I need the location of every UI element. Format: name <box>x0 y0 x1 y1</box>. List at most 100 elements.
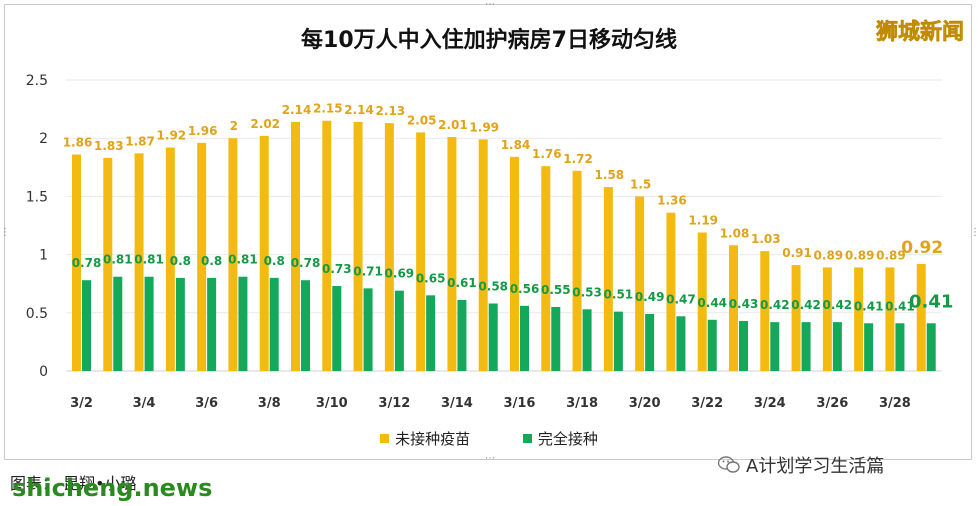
y-tick-label: 1 <box>39 248 48 264</box>
data-label-unvaccinated: 1.99 <box>469 120 499 134</box>
site-watermark: shicheng.news <box>12 474 213 502</box>
data-label-vaccinated: 0.78 <box>291 256 321 270</box>
bar-chart: 00.511.522.5 1.860.781.830.811.870.811.9… <box>26 73 954 411</box>
chart-legend: 未接种疫苗 完全接种 <box>0 428 978 449</box>
data-label-unvaccinated: 0.91 <box>782 246 812 260</box>
data-label-vaccinated: 0.8 <box>170 254 191 268</box>
data-label-unvaccinated: 1.83 <box>94 139 124 153</box>
data-label-unvaccinated: 0.89 <box>814 248 844 262</box>
legend-swatch-vaccinated <box>522 434 532 443</box>
bar-vaccinated <box>332 286 342 371</box>
data-label-vaccinated: 0.73 <box>322 262 352 276</box>
legend-swatch-unvaccinated <box>380 434 390 443</box>
bar-vaccinated <box>175 277 185 371</box>
bar-vaccinated <box>426 295 436 371</box>
data-label-unvaccinated: 0.89 <box>876 248 906 262</box>
data-label-vaccinated: 0.43 <box>729 297 759 311</box>
bar-vaccinated <box>394 290 404 371</box>
bar-unvaccinated <box>197 142 207 371</box>
data-label-unvaccinated: 2.02 <box>250 117 280 131</box>
bar-vaccinated <box>113 276 123 371</box>
data-label-unvaccinated: 1.76 <box>532 147 562 161</box>
data-label-vaccinated: 0.8 <box>201 254 222 268</box>
bar-unvaccinated <box>72 154 81 371</box>
y-tick-label: 2 <box>39 131 48 147</box>
data-label-unvaccinated: 1.36 <box>657 194 687 208</box>
resize-handle-top[interactable]: ⋯ <box>485 0 495 10</box>
bar-vaccinated <box>582 309 592 371</box>
data-label-unvaccinated: 2.01 <box>438 118 468 132</box>
bar-unvaccinated <box>416 132 426 371</box>
bar-unvaccinated <box>103 157 113 371</box>
bar-vaccinated <box>801 322 811 371</box>
bar-unvaccinated <box>259 135 269 371</box>
bar-vaccinated <box>488 303 498 371</box>
x-tick-label: 3/22 <box>691 396 723 411</box>
data-label-vaccinated: 0.71 <box>353 264 383 278</box>
x-tick-label: 3/20 <box>629 396 661 411</box>
chart-credit: 图表： 昆翔•小璐 <box>10 474 137 493</box>
bar-vaccinated <box>82 280 91 371</box>
resize-handle-bottom[interactable]: ⋯ <box>485 453 495 464</box>
legend-item-vaccinated: 完全接种 <box>522 428 598 449</box>
bar-unvaccinated <box>916 263 926 371</box>
bar-unvaccinated <box>478 139 488 371</box>
bar-vaccinated <box>645 313 655 371</box>
bar-unvaccinated <box>603 187 613 371</box>
bar-unvaccinated <box>322 120 332 372</box>
bar-vaccinated <box>676 316 686 371</box>
bar-vaccinated <box>926 323 936 371</box>
data-label-unvaccinated: 1.72 <box>563 152 593 166</box>
bar-vaccinated <box>520 305 529 371</box>
y-tick-label: 1.5 <box>26 189 48 205</box>
bar-unvaccinated <box>291 121 300 372</box>
y-tick-label: 0 <box>39 364 48 380</box>
resize-handle-left[interactable]: ⋮ <box>0 227 10 238</box>
data-label-vaccinated: 0.56 <box>510 282 540 296</box>
data-label-unvaccinated: 0.89 <box>845 248 875 262</box>
bar-unvaccinated <box>854 267 864 371</box>
data-label-unvaccinated: 1.19 <box>688 213 718 227</box>
data-label-vaccinated: 0.44 <box>697 296 727 310</box>
data-label-vaccinated: 0.53 <box>572 285 602 299</box>
data-label-unvaccinated: 2.14 <box>282 103 312 117</box>
legend-item-unvaccinated: 未接种疫苗 <box>380 428 470 449</box>
data-label-vaccinated: 0.81 <box>134 253 164 267</box>
x-tick-label: 3/12 <box>378 396 410 411</box>
data-label-vaccinated: 0.51 <box>604 288 634 302</box>
bar-unvaccinated <box>729 245 738 371</box>
data-label-unvaccinated: 1.87 <box>125 134 155 148</box>
data-label-vaccinated: 0.78 <box>72 256 102 270</box>
data-label-vaccinated: 0.69 <box>385 267 415 281</box>
data-label-vaccinated: 0.81 <box>228 253 258 267</box>
bar-unvaccinated <box>510 156 519 371</box>
bar-vaccinated <box>739 320 748 371</box>
bar-unvaccinated <box>384 123 394 372</box>
wechat-icon <box>718 456 740 473</box>
x-tick-label: 3/28 <box>879 396 911 411</box>
data-label-vaccinated: 0.42 <box>823 298 853 312</box>
bar-unvaccinated <box>666 212 676 371</box>
data-label-unvaccinated: 0.92 <box>901 238 943 258</box>
legend-label-vaccinated: 完全接种 <box>537 430 598 448</box>
data-label-unvaccinated: 2.13 <box>376 104 406 118</box>
bar-vaccinated <box>207 277 217 371</box>
bar-unvaccinated <box>353 121 363 372</box>
data-label-unvaccinated: 1.92 <box>157 129 187 143</box>
x-tick-label: 3/14 <box>441 396 473 411</box>
data-label-unvaccinated: 1.96 <box>188 124 218 138</box>
x-tick-label: 3/16 <box>504 396 536 411</box>
bar-vaccinated <box>707 319 717 371</box>
bar-vaccinated <box>613 311 623 371</box>
x-tick-label: 3/4 <box>133 396 156 411</box>
x-tick-label: 3/26 <box>816 396 848 411</box>
data-label-vaccinated: 0.81 <box>103 253 133 267</box>
data-label-vaccinated: 0.61 <box>447 276 477 290</box>
x-tick-label: 3/24 <box>754 396 786 411</box>
bar-unvaccinated <box>635 196 645 371</box>
y-tick-label: 0.5 <box>26 306 48 322</box>
resize-handle-right[interactable]: ⋮ <box>970 227 978 238</box>
data-label-unvaccinated: 1.08 <box>720 226 750 240</box>
data-label-unvaccinated: 1.84 <box>501 138 531 152</box>
wechat-account-name: A计划学习生活篇 <box>746 456 885 477</box>
